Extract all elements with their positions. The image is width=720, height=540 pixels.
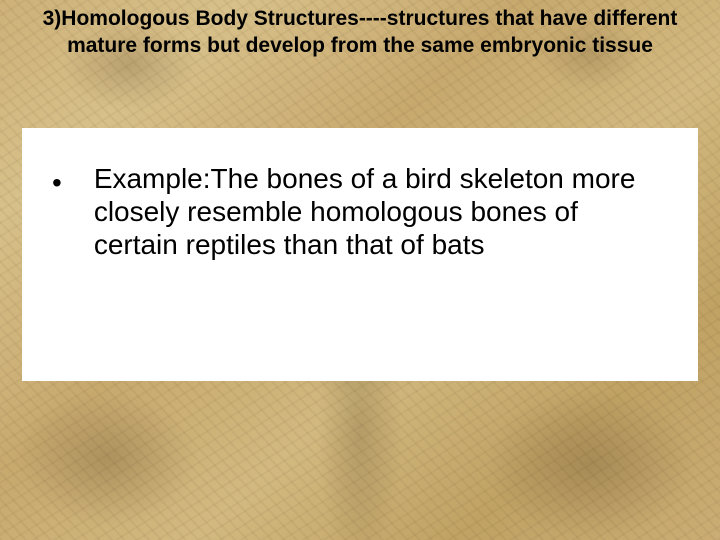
bullet-glyph: • [52,162,62,200]
example-text: Example:The bones of a bird skeleton mor… [94,162,668,261]
bullet-item: • Example:The bones of a bird skeleton m… [52,162,668,261]
slide-title: 3)Homologous Body Structures----structur… [30,6,690,60]
body-panel: • Example:The bones of a bird skeleton m… [22,128,698,381]
